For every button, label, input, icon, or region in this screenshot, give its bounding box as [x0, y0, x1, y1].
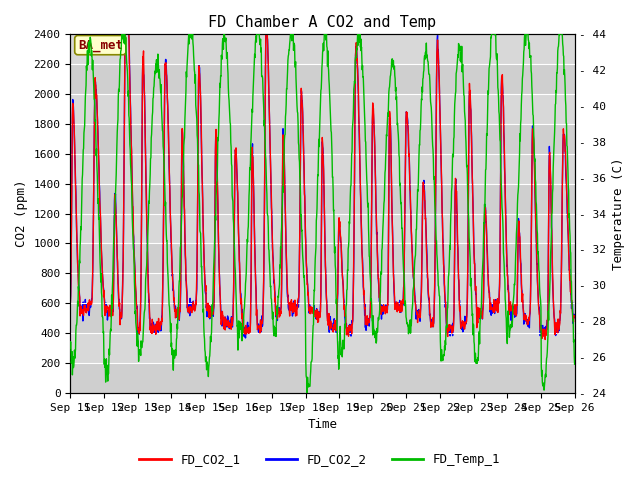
- Y-axis label: Temperature (C): Temperature (C): [612, 157, 625, 270]
- Bar: [70, 184, 575, 214]
- Bar: [70, 124, 575, 154]
- Bar: [70, 64, 575, 94]
- Legend: FD_CO2_1, FD_CO2_2, FD_Temp_1: FD_CO2_1, FD_CO2_2, FD_Temp_1: [134, 448, 506, 471]
- Y-axis label: CO2 (ppm): CO2 (ppm): [15, 180, 28, 247]
- Title: FD Chamber A CO2 and Temp: FD Chamber A CO2 and Temp: [209, 15, 436, 30]
- Text: BA_met: BA_met: [78, 38, 123, 52]
- Bar: [70, 303, 575, 333]
- Bar: [70, 363, 575, 393]
- Bar: [70, 243, 575, 274]
- X-axis label: Time: Time: [307, 419, 337, 432]
